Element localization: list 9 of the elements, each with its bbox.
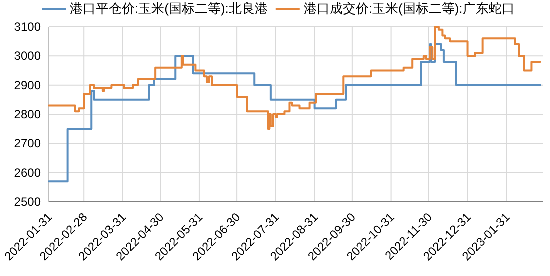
legend-label: 港口成交价:玉米(国标二等):广东蛇口 (304, 1, 515, 16)
y-tick-label: 2800 (14, 108, 42, 122)
y-tick-label: 2500 (14, 195, 42, 209)
y-tick-label: 3100 (14, 20, 42, 34)
y-tick-label: 3000 (14, 49, 42, 64)
y-tick-label: 2700 (14, 136, 42, 151)
y-tick-label: 2600 (14, 166, 42, 180)
y-tick-label: 2900 (14, 78, 42, 92)
legend-label: 港口平仓价:玉米(国标二等):北良港 (70, 1, 268, 16)
